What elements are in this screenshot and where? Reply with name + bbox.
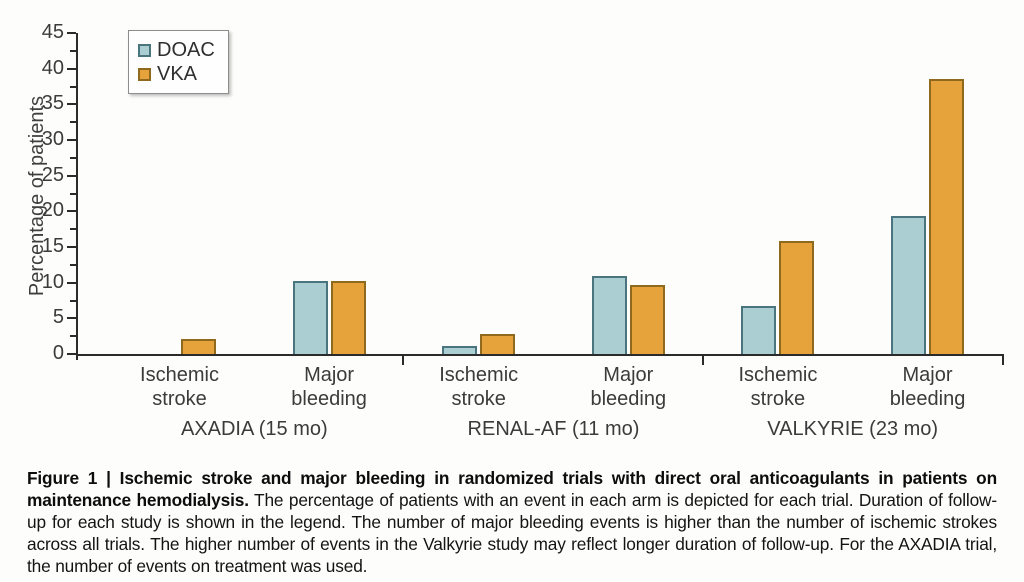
- bar-valkyrie-major-bleeding-vka: [929, 78, 964, 354]
- y-tick-label: 5: [52, 306, 64, 329]
- legend-item-vka: VKA: [138, 62, 215, 86]
- y-major-tick: [67, 103, 76, 106]
- x-axis-divider-tick: [76, 354, 78, 360]
- x-category-label: Major bleeding: [889, 364, 966, 410]
- y-tick-label: 40: [41, 56, 64, 79]
- bar-renal-af-ischemic-stroke-vka: [480, 334, 516, 354]
- x-axis-divider-tick: [1002, 354, 1004, 365]
- y-tick-label: 10: [41, 270, 64, 293]
- bar-valkyrie-ischemic-stroke-vka: [779, 240, 815, 354]
- bar-valkyrie-ischemic-stroke-doac: [741, 305, 777, 354]
- y-minor-tick: [70, 263, 76, 266]
- y-major-tick: [67, 353, 76, 355]
- trial-label: AXADIA (15 mo): [180, 418, 328, 440]
- y-tick-label: 35: [41, 92, 64, 115]
- figure-caption: Figure 1 | Ischemic stroke and major ble…: [27, 468, 997, 578]
- y-minor-tick: [70, 335, 76, 338]
- y-major-tick: [67, 32, 76, 34]
- bar-renal-af-ischemic-stroke-doac: [442, 346, 478, 354]
- bar-axadia-ischemic-stroke-vka: [181, 339, 216, 354]
- chart-legend: DOAC VKA: [128, 30, 229, 94]
- y-minor-tick: [70, 121, 76, 124]
- trial-label: VALKYRIE (23 mo): [767, 418, 939, 440]
- legend-label-vka: VKA: [157, 62, 198, 85]
- x-category-label: Major bleeding: [291, 364, 367, 410]
- x-axis-divider-tick: [702, 354, 704, 365]
- bar-renal-af-major-bleeding-vka: [629, 284, 665, 354]
- legend-item-doac: DOAC: [138, 38, 215, 62]
- figure-caption-body: The percentage of patients with an event…: [27, 490, 997, 576]
- vka-color-swatch: [138, 67, 151, 81]
- y-minor-tick: [70, 49, 76, 52]
- bar-chart-plot-area: 0 5 10 15 20 25 30 35 40 45 Ischemic stroke Major b…: [42, 21, 1004, 440]
- x-category-label: Ischemic stroke: [738, 364, 818, 410]
- x-category-label: Ischemic stroke: [439, 364, 519, 410]
- y-tick-label: 45: [41, 21, 64, 43]
- y-minor-tick: [70, 228, 76, 231]
- y-major-tick: [67, 210, 76, 213]
- legend-label-doac: DOAC: [157, 38, 215, 61]
- y-major-tick: [67, 174, 76, 177]
- y-tick-label: 20: [41, 199, 64, 222]
- y-tick-label: 25: [41, 163, 64, 186]
- y-major-tick: [67, 281, 76, 284]
- bar-valkyrie-major-bleeding-doac: [891, 216, 926, 354]
- bar-axadia-major-bleeding-vka: [330, 281, 366, 354]
- y-minor-tick: [70, 192, 76, 195]
- y-major-tick: [67, 317, 76, 320]
- x-category-label: Ischemic stroke: [140, 364, 219, 410]
- doac-color-swatch: [138, 43, 151, 57]
- x-category-label: Major bleeding: [590, 364, 667, 410]
- y-major-tick: [67, 67, 76, 70]
- y-major-tick: [67, 246, 76, 248]
- y-tick-label: 0: [52, 342, 64, 364]
- bar-axadia-major-bleeding-doac: [292, 280, 328, 354]
- y-minor-tick: [70, 156, 76, 159]
- figure-caption-bold: Figure 1 | Ischemic stroke and major ble…: [27, 468, 997, 511]
- y-tick-label: 30: [41, 128, 64, 150]
- y-major-tick: [67, 139, 76, 141]
- y-minor-tick: [70, 85, 76, 88]
- bar-renal-af-major-bleeding-doac: [591, 275, 627, 354]
- y-minor-tick: [70, 299, 76, 302]
- y-tick-label: 15: [41, 235, 64, 257]
- x-axis-divider-tick: [402, 354, 404, 365]
- trial-label: RENAL-AF (11 mo): [467, 418, 640, 440]
